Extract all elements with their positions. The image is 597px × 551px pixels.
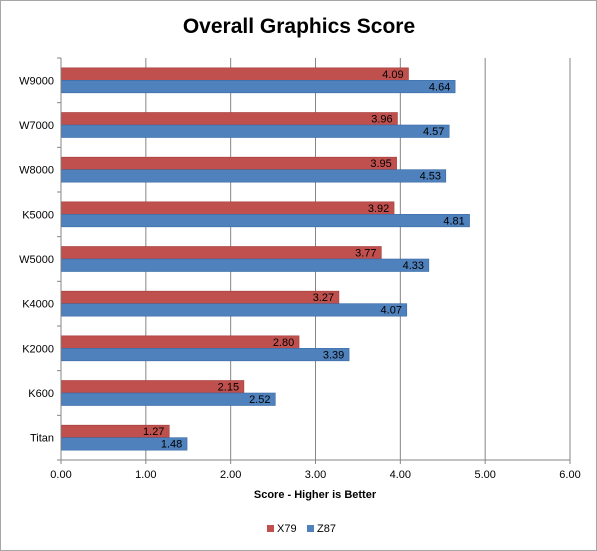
bar-z87 [61, 258, 430, 272]
data-labels: 4.09 4.64 3.96 4.57 3.95 4.53 3.92 4.81 3.77 4.33… [143, 69, 465, 451]
data-label-z87: 2.52 [249, 394, 270, 406]
legend-swatch-x79 [267, 525, 274, 532]
y-tick-label: W9000 [19, 75, 54, 87]
data-label-x79: 2.15 [218, 382, 239, 394]
legend: X79 Z87 [267, 523, 336, 535]
data-label-z87: 4.33 [403, 260, 424, 272]
y-tick-label: K4000 [22, 299, 54, 311]
bar-x79 [61, 290, 340, 304]
bar-z87 [61, 214, 470, 228]
x-tick-label: 3.00 [305, 469, 326, 481]
y-tick-label: W5000 [19, 254, 54, 266]
bar-x79 [61, 246, 382, 260]
y-tick-label: W8000 [19, 165, 54, 177]
data-label-x79: 3.92 [368, 203, 389, 215]
data-label-z87: 4.53 [420, 171, 441, 183]
legend-swatch-z87 [307, 525, 314, 532]
bar-z87 [61, 348, 350, 362]
data-label-x79: 3.95 [370, 158, 391, 170]
bar-z87 [61, 169, 447, 183]
data-label-x79: 3.27 [313, 292, 334, 304]
bar-x79 [61, 201, 395, 215]
data-label-z87: 3.39 [323, 349, 344, 361]
bar-z87 [61, 392, 276, 406]
y-tick-label: W7000 [19, 120, 54, 132]
bar-x79 [61, 380, 245, 394]
data-label-x79: 2.80 [273, 337, 294, 349]
data-label-z87: 4.81 [443, 215, 464, 227]
bar-z87 [61, 124, 450, 138]
chart-title: Overall Graphics Score [183, 15, 415, 38]
bar-z87 [61, 80, 456, 94]
y-tick-label: K2000 [22, 343, 54, 355]
y-tick-label: K5000 [22, 209, 54, 221]
x-tick-label: 0.00 [50, 469, 71, 481]
bar-z87 [61, 303, 408, 317]
data-label-x79: 4.09 [382, 69, 403, 81]
x-axis-label: Score - Higher is Better [254, 489, 377, 501]
bar-x79 [61, 156, 397, 170]
x-tick-label: 4.00 [390, 469, 411, 481]
data-label-z87: 4.64 [429, 81, 450, 93]
data-label-x79: 3.77 [355, 248, 376, 260]
x-tick-label: 5.00 [474, 469, 495, 481]
y-tick-label: K600 [28, 388, 54, 400]
data-label-z87: 4.07 [381, 305, 402, 317]
bar-x79 [61, 67, 409, 81]
axes: 0.00 1.00 2.00 3.00 4.00 5.00 6.00 W9000 W7000 W8… [19, 57, 581, 481]
x-tick-label: 2.00 [220, 469, 241, 481]
x-tick-label: 6.00 [559, 469, 580, 481]
x-tick-label: 1.00 [135, 469, 156, 481]
data-label-z87: 4.57 [423, 126, 444, 138]
y-tick-label: Titan [30, 433, 54, 445]
bar-x79 [61, 112, 398, 126]
bar-x79 [61, 335, 300, 349]
data-label-x79: 3.96 [371, 114, 392, 126]
bars [61, 67, 470, 451]
data-label-z87: 1.48 [161, 439, 182, 451]
legend-label-x79: X79 [277, 523, 297, 535]
data-label-x79: 1.27 [143, 426, 164, 438]
legend-label-z87: Z87 [317, 523, 336, 535]
